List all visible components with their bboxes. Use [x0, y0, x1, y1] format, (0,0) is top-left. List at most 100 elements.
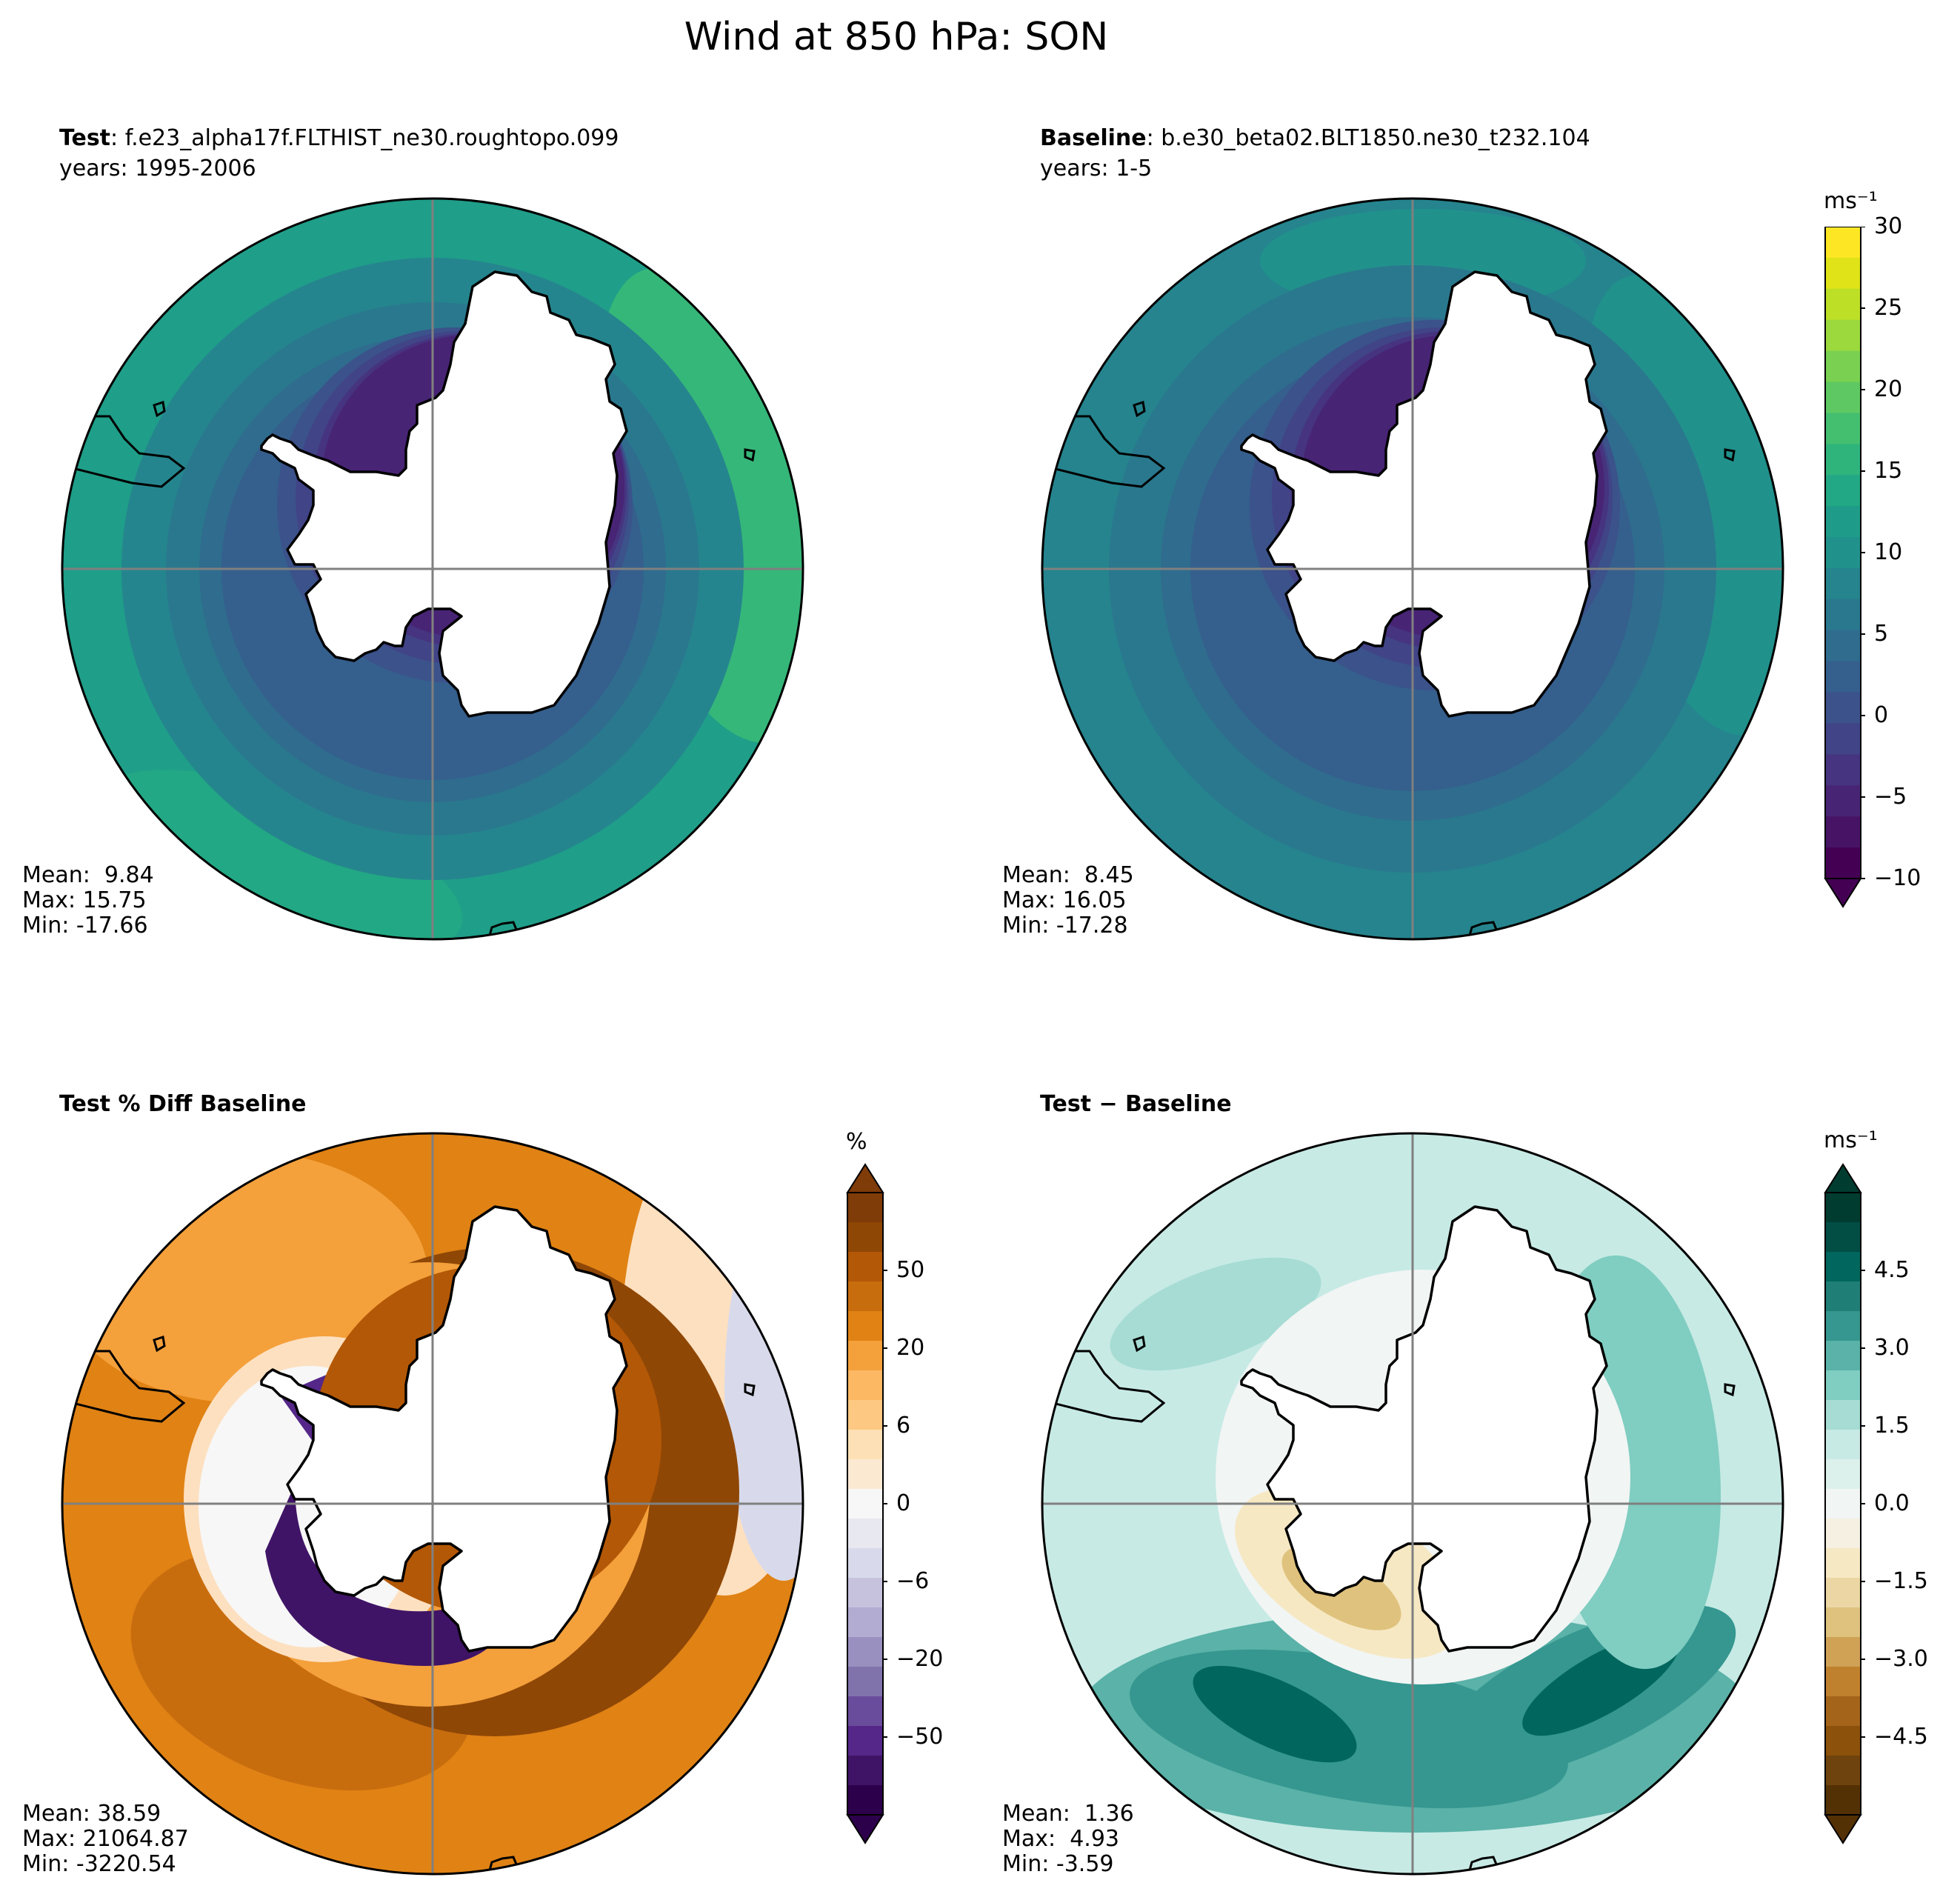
colorbar-segment — [1825, 506, 1861, 538]
colorbar-segment — [1825, 1578, 1861, 1608]
stat-mean: Mean: 1.36 — [1002, 1801, 1134, 1827]
colorbar-segment — [847, 1578, 883, 1608]
colorbar-segment — [847, 1548, 883, 1579]
colorbar-segment — [1825, 1756, 1861, 1786]
colorbar-tick-label: 20 — [1874, 376, 1903, 402]
colorbar-segment — [1825, 1459, 1861, 1490]
colorbar-segment — [1825, 1281, 1861, 1312]
colorbar-extend-top — [846, 1163, 884, 1193]
colorbar-segment — [1825, 1726, 1861, 1756]
island-coastline — [744, 1383, 756, 1397]
colorbar-segment — [847, 1726, 883, 1756]
colorbar-tick-label: −1.5 — [1874, 1568, 1928, 1594]
island-coastline — [153, 1336, 166, 1353]
colorbar-extend-bottom — [1824, 878, 1862, 908]
field-layer — [1042, 199, 1783, 939]
colorbar-segment — [847, 1222, 883, 1253]
colorbar-segment — [1825, 381, 1861, 413]
panel-baseline-stats: Mean: 8.45 Max: 16.05 Min: -17.28 — [1002, 863, 1134, 939]
colorbar-segment — [1825, 567, 1861, 600]
stat-max: Max: 21064.87 — [22, 1826, 189, 1852]
colorbar-tick-label: 1.5 — [1874, 1413, 1910, 1439]
island-coastline — [1133, 401, 1146, 418]
stat-max: Max: 4.93 — [1002, 1826, 1119, 1852]
colorbar-segment — [1825, 1489, 1861, 1519]
colorbar-tick-label: 10 — [1874, 539, 1903, 565]
colorbar-segment — [847, 1607, 883, 1638]
colorbar-delta — [1824, 1163, 1865, 1844]
colorbar-segment — [1825, 630, 1861, 662]
panel-baseline-title-bold: Baseline — [1040, 125, 1147, 151]
colorbar-segment — [847, 1519, 883, 1549]
antarctica-coastline — [260, 1205, 628, 1653]
pctdiff-contour-9 — [265, 1484, 502, 1666]
colorbar-pct-unit: % — [846, 1129, 867, 1155]
map-boundary — [1041, 1132, 1784, 1876]
colorbar-segment — [1825, 413, 1861, 444]
colorbar-extend-bottom — [846, 1814, 884, 1844]
panel-diff-title: Test − Baseline — [1040, 1089, 1232, 1119]
panel-baseline-title-rest: b.e30_beta02.BLT1850.ne30_t232.104 — [1161, 125, 1590, 151]
colorbar-segment — [847, 1281, 883, 1312]
colorbar-segment — [1825, 1667, 1861, 1697]
colorbar-segment — [1825, 1222, 1861, 1253]
colorbar-segment — [1825, 475, 1861, 507]
colorbar-tick-label: 0.0 — [1874, 1490, 1910, 1516]
colorbar-segment — [847, 1252, 883, 1282]
colorbar-segment — [1825, 257, 1861, 290]
colorbar-pct — [846, 1163, 887, 1844]
colorbar-tick-label: 5 — [1874, 621, 1889, 647]
colorbar-segment — [1825, 1548, 1861, 1579]
colorbar-extend-bottom — [1824, 1814, 1862, 1844]
panel-test-map — [61, 197, 804, 941]
colorbar-tick-label: 0 — [1874, 702, 1889, 728]
colorbar-tick-label: 50 — [896, 1257, 925, 1283]
panel-diff-title-bold: Test − Baseline — [1040, 1091, 1232, 1117]
colorbar-segment — [1825, 599, 1861, 631]
colorbar-segment — [847, 1370, 883, 1401]
colorbar-segment — [1825, 1400, 1861, 1430]
colorbar-segment — [1825, 537, 1861, 569]
colorbar-tick-label: 3.0 — [1874, 1335, 1910, 1361]
panel-pctdiff-map — [61, 1132, 804, 1876]
colorbar-segment — [1825, 1193, 1861, 1223]
panel-test-stats: Mean: 9.84 Max: 15.75 Min: -17.66 — [22, 863, 154, 939]
colorbar-tick-label: −3.0 — [1874, 1646, 1928, 1672]
island-coastline — [1133, 1336, 1146, 1353]
colorbar-segment — [1825, 1370, 1861, 1401]
panel-baseline-subtitle: years: 1-5 — [1040, 156, 1153, 181]
panel-test-title-sep: : — [110, 125, 125, 151]
colorbar-tick-label: −20 — [896, 1646, 944, 1672]
colorbar-segment — [1825, 288, 1861, 321]
map-boundary — [61, 1132, 804, 1876]
island-coastline — [153, 401, 166, 418]
colorbar-tick-label: 0 — [896, 1490, 911, 1516]
colorbar-tick-label: 4.5 — [1874, 1257, 1910, 1283]
colorbar-segment — [847, 1341, 883, 1371]
colorbar-segment — [847, 1400, 883, 1430]
field-layer — [62, 1133, 803, 1874]
antarctica-coastline — [1240, 1205, 1608, 1653]
colorbar-tick-label: 6 — [896, 1413, 911, 1439]
colorbar-segment — [1825, 1341, 1861, 1371]
stat-max: Max: 15.75 — [22, 887, 147, 913]
colorbar-segment — [1825, 1519, 1861, 1549]
colorbar-tick-label: −6 — [896, 1568, 930, 1594]
colorbar-tick-label: −50 — [896, 1724, 944, 1750]
island-coastline — [1724, 448, 1736, 462]
colorbar-segment — [847, 1756, 883, 1786]
colorbar-tick-label: 30 — [1874, 213, 1903, 239]
panel-test-subtitle: years: 1995-2006 — [59, 156, 256, 181]
colorbar-extend-top — [1824, 1163, 1862, 1193]
field-layer — [1042, 1133, 1783, 1874]
colorbar-segment — [847, 1696, 883, 1727]
antarctica-coastline — [1240, 270, 1608, 718]
colorbar-segment — [1825, 847, 1861, 879]
colorbar-segment — [1825, 1696, 1861, 1727]
colorbar-segment — [1825, 227, 1861, 259]
colorbar-delta-unit: ms⁻¹ — [1824, 1127, 1878, 1153]
colorbar-wind — [1824, 227, 1865, 908]
map-boundary — [1041, 197, 1784, 941]
figure-title: Wind at 850 hPa: SON — [684, 15, 1109, 59]
test-contour-2 — [97, 770, 463, 939]
